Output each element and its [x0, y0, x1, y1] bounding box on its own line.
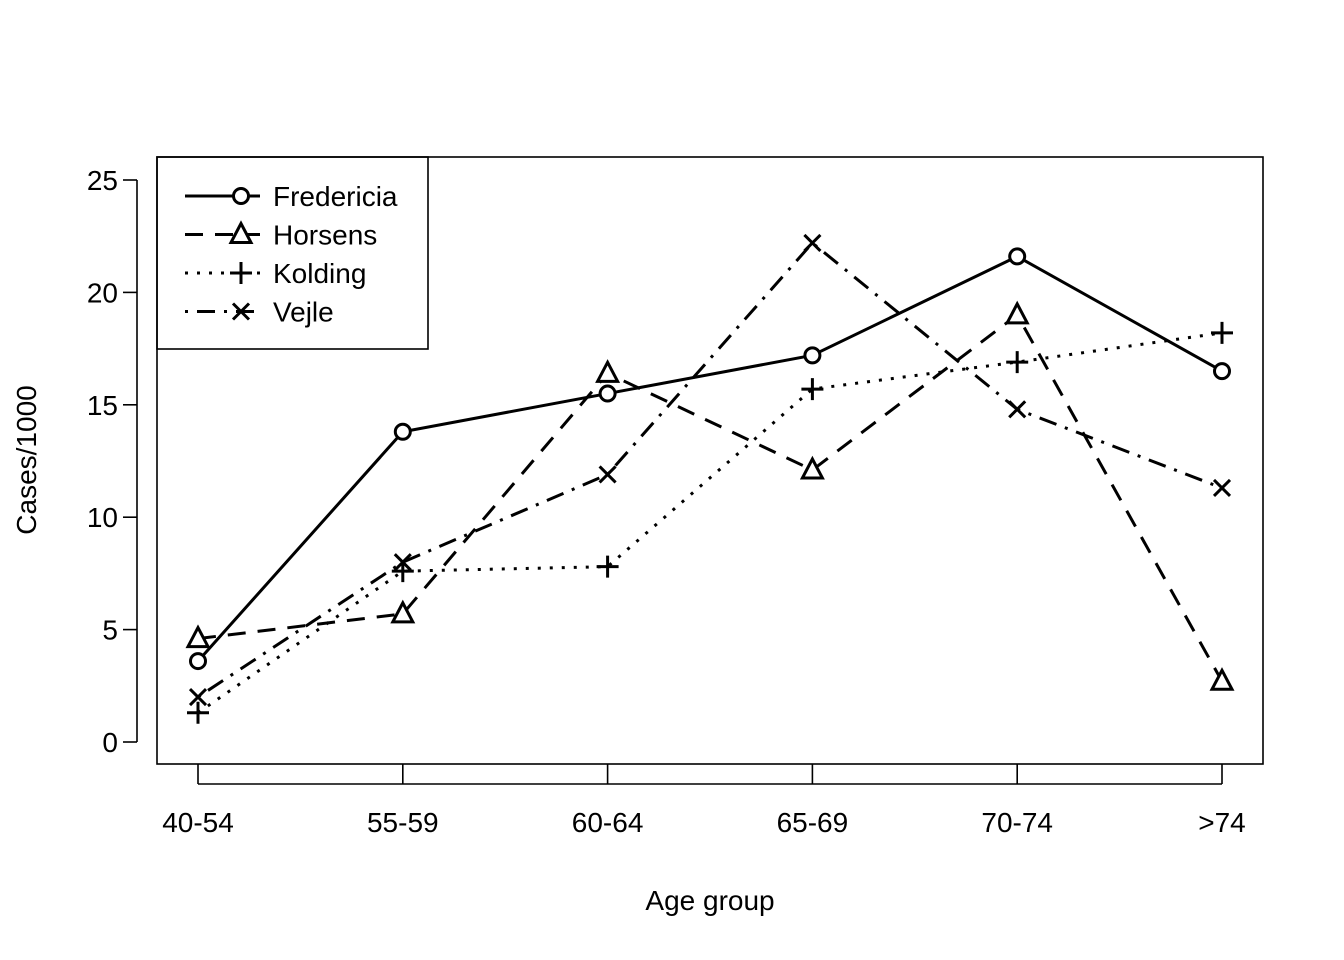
- x-tick-label: 65-69: [777, 807, 849, 838]
- y-tick-label: 5: [102, 615, 118, 646]
- legend-label-fredericia: Fredericia: [273, 181, 398, 212]
- x-tick-label: 55-59: [367, 807, 439, 838]
- data-point-fredericia: [803, 346, 822, 365]
- legend-item-fredericia: Fredericia: [185, 181, 398, 212]
- x-tick-label: >74: [1198, 807, 1246, 838]
- x-tick-label: 40-54: [162, 807, 234, 838]
- y-tick-label: 0: [102, 727, 118, 758]
- y-tick-label: 15: [87, 390, 118, 421]
- legend-marker-horsens: [228, 220, 254, 244]
- series-layer: [185, 233, 1235, 724]
- data-point-fredericia: [1213, 362, 1231, 381]
- data-point-fredericia: [598, 384, 617, 403]
- data-point-horsens: [390, 599, 416, 624]
- data-point-vejle: [188, 687, 208, 707]
- series-line-kolding: [197, 331, 1223, 715]
- legend-label-horsens: Horsens: [273, 220, 377, 251]
- data-point-fredericia: [189, 652, 207, 671]
- series-fredericia: [189, 247, 1231, 671]
- x-axis-title: Age group: [645, 885, 774, 916]
- data-point-fredericia: [1008, 247, 1027, 266]
- data-point-horsens: [185, 624, 211, 649]
- series-kolding: [187, 321, 1233, 724]
- data-point-horsens: [1209, 667, 1235, 691]
- series-horsens: [185, 300, 1235, 691]
- y-tick-label: 10: [87, 502, 118, 533]
- data-point-vejle: [393, 553, 412, 572]
- legend-item-vejle: Vejle: [185, 297, 334, 328]
- y-tick-label: 25: [87, 165, 118, 196]
- legend-label-vejle: Vejle: [273, 297, 334, 328]
- legend-marker-vejle: [231, 302, 251, 321]
- y-tick-label: 20: [87, 277, 118, 308]
- series-vejle: [188, 233, 1232, 707]
- data-point-vejle: [598, 465, 617, 484]
- series-line-vejle: [197, 240, 1223, 699]
- data-point-horsens: [799, 455, 825, 480]
- legend-item-kolding: Kolding: [185, 258, 366, 289]
- series-line-fredericia: [196, 254, 1223, 663]
- legend-marker-kolding: [230, 262, 252, 284]
- legend: Fredericia Horsens Kolding Vejle: [156, 156, 429, 350]
- data-point-horsens: [595, 359, 621, 383]
- x-axis: 40-54 55-59 60-64 65-69 70-74 >74: [162, 764, 1246, 838]
- data-point-kolding: [801, 378, 824, 401]
- legend-marker-fredericia: [232, 187, 250, 205]
- legend-item-horsens: Horsens: [185, 220, 377, 251]
- x-tick-label: 60-64: [572, 807, 644, 838]
- data-point-vejle: [1008, 400, 1027, 419]
- data-point-vejle: [1212, 478, 1232, 498]
- series-line-horsens: [197, 312, 1224, 683]
- legend-label-kolding: Kolding: [273, 258, 366, 289]
- plot-area: [156, 156, 1264, 765]
- data-point-horsens: [1004, 300, 1030, 325]
- plot-frame: [156, 156, 1264, 765]
- data-point-fredericia: [393, 422, 412, 441]
- data-point-kolding: [1211, 321, 1233, 344]
- x-tick-label: 70-74: [981, 807, 1053, 838]
- y-axis-title: Cases/1000: [11, 385, 42, 534]
- y-axis: 0 5 10 15 20 25: [87, 165, 138, 758]
- data-point-vejle: [803, 233, 822, 253]
- data-point-kolding: [1006, 351, 1029, 374]
- legend-frame: [156, 156, 429, 350]
- data-point-kolding: [596, 555, 619, 578]
- data-point-kolding: [187, 701, 209, 724]
